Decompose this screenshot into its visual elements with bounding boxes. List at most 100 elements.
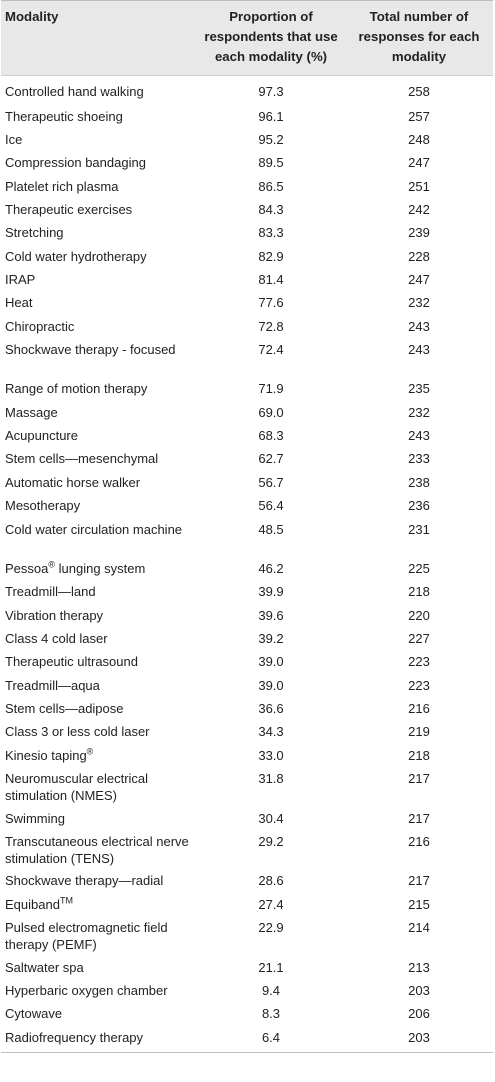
proportion-cell: 84.3	[258, 201, 284, 217]
modality-name: Hyperbaric oxygen chamber	[5, 982, 168, 998]
modality-name-cell: Class 4 cold laser	[1, 627, 197, 650]
header-proportion: Proportion of respondents that use each …	[197, 0, 345, 76]
table-row: Vibration therapy 39.6 220	[1, 604, 493, 627]
table-row: Acupuncture 68.3 243	[1, 424, 493, 447]
modality-name: Stem cells—adipose	[5, 701, 124, 717]
table-row: Platelet rich plasma 86.5 251	[1, 175, 493, 198]
table-row: Therapeutic shoeing 96.1 257	[1, 105, 493, 128]
modality-name: Treadmill—aqua	[5, 677, 100, 693]
table-row: Compression bandaging 89.5 247	[1, 151, 493, 174]
modality-name-cell: Controlled hand walking	[1, 76, 197, 105]
modality-name-cell: Therapeutic exercises	[1, 198, 197, 221]
table-row: IRAP 81.4 247	[1, 268, 493, 291]
total-responses-cell: 242	[408, 201, 430, 217]
modality-name: Automatic horse walker	[5, 474, 141, 490]
total-responses-cell: 243	[408, 341, 430, 357]
modality-name: Neuromuscular electrical stimulation (NM…	[5, 771, 149, 804]
total-responses-cell: 223	[408, 677, 430, 693]
modality-name-cell: Range of motion therapy	[1, 377, 197, 400]
total-responses-cell: 239	[408, 225, 430, 241]
modality-name-cell: Mesotherapy	[1, 494, 197, 517]
table-row: Neuromuscular electrical stimulation (NM…	[1, 767, 493, 807]
modality-name: Shockwave therapy - focused	[5, 341, 176, 357]
total-responses-cell: 228	[408, 248, 430, 264]
total-responses-cell: 217	[408, 873, 430, 889]
table-row: Class 4 cold laser 39.2 227	[1, 627, 493, 650]
proportion-cell: 62.7	[258, 451, 284, 467]
modality-name: Platelet rich plasma	[5, 178, 119, 194]
table-body: Controlled hand walking 97.3 258 Therapeuti…	[1, 76, 493, 1054]
modality-name-cell: Automatic horse walker	[1, 471, 197, 494]
modality-name-cell: Hyperbaric oxygen chamber	[1, 979, 197, 1002]
modality-name: Controlled hand walking	[5, 84, 144, 99]
proportion-cell: 36.6	[258, 701, 284, 717]
table-row: Therapeutic ultrasound 39.0 223	[1, 650, 493, 673]
modality-name-cell: Stem cells—mesenchymal	[1, 447, 197, 470]
modality-name: Swimming	[5, 810, 65, 826]
modality-name: Radiofrequency therapy	[5, 1029, 144, 1045]
modality-name: Cold water hydrotherapy	[5, 248, 147, 264]
table-row: Stem cells—mesenchymal 62.7 233	[1, 447, 493, 470]
modality-name: Therapeutic shoeing	[5, 108, 123, 124]
table-header: Modality Proportion of respondents that …	[1, 0, 493, 76]
total-responses-cell: 238	[408, 474, 430, 490]
proportion-cell: 33.0	[258, 747, 284, 763]
total-responses-cell: 203	[408, 982, 430, 998]
modality-name-cell: Cold water hydrotherapy	[1, 245, 197, 268]
modality-name: Range of motion therapy	[5, 381, 148, 397]
modality-name-cell: Chiropractic	[1, 315, 197, 338]
modality-name: Cytowave	[5, 1006, 63, 1022]
proportion-cell: 56.4	[258, 498, 284, 514]
proportion-cell: 46.2	[258, 561, 284, 576]
modality-name: Treadmill—land	[5, 584, 96, 600]
modality-name: Kinesio taping	[5, 747, 87, 763]
modality-name-cell: EquibandTM	[1, 893, 197, 916]
modality-table: Modality Proportion of respondents that …	[1, 0, 493, 1054]
table-row: Therapeutic exercises 84.3 242	[1, 198, 493, 221]
table-row: Hyperbaric oxygen chamber 9.4 203	[1, 979, 493, 1002]
modality-name-cell: Shockwave therapy - focused	[1, 338, 197, 378]
modality-name: Class 4 cold laser	[5, 631, 108, 647]
table-row: EquibandTM 27.4 215	[1, 893, 493, 916]
table-row: Cold water hydrotherapy 82.9 228	[1, 245, 493, 268]
total-responses-cell: 231	[408, 521, 430, 537]
proportion-cell: 6.4	[197, 1025, 345, 1054]
proportion-cell: 89.5	[258, 155, 284, 171]
modality-name: Equiband	[5, 896, 60, 912]
proportion-cell: 30.4	[258, 810, 284, 826]
total-responses-cell: 243	[408, 318, 430, 334]
total-responses-cell: 232	[408, 295, 430, 311]
proportion-cell: 31.8	[258, 771, 284, 787]
modality-name: Shockwave therapy—radial	[5, 873, 164, 889]
proportion-cell: 34.3	[258, 724, 284, 740]
table-row: Radiofrequency therapy 6.4 203	[1, 1025, 493, 1054]
total-responses-cell: 218	[408, 747, 430, 763]
total-responses-cell: 220	[408, 607, 430, 623]
table-row: Pessoa® lunging system 46.2 225	[1, 557, 493, 580]
modality-name-cell: Acupuncture	[1, 424, 197, 447]
total-responses-cell: 217	[408, 771, 430, 787]
modality-name-cell: Vibration therapy	[1, 604, 197, 627]
table-row: Cold water circulation machine 48.5 231	[1, 518, 493, 558]
modality-name-cell: Ice	[1, 128, 197, 151]
modality-name-cell: Heat	[1, 291, 197, 314]
modality-name-cell: Kinesio taping®	[1, 744, 197, 767]
total-responses-cell: 236	[408, 498, 430, 514]
header-modality: Modality	[1, 0, 197, 76]
table-row: Class 3 or less cold laser 34.3 219	[1, 720, 493, 743]
modality-name: Chiropractic	[5, 318, 75, 334]
proportion-cell: 27.4	[258, 896, 284, 912]
proportion-cell: 48.5	[258, 521, 284, 537]
modality-name-cell: Treadmill—land	[1, 580, 197, 603]
total-responses-cell: 206	[408, 1006, 430, 1022]
proportion-cell: 21.1	[258, 959, 284, 975]
proportion-cell: 77.6	[258, 295, 284, 311]
modality-name: Therapeutic ultrasound	[5, 654, 138, 670]
modality-name: IRAP	[5, 271, 36, 287]
table-row: Shockwave therapy—radial 28.6 217	[1, 869, 493, 892]
total-responses-cell: 216	[408, 701, 430, 717]
proportion-cell: 8.3	[261, 1006, 281, 1022]
proportion-cell: 81.4	[258, 271, 284, 287]
modality-name-cell: Cold water circulation machine	[1, 518, 197, 558]
modality-name-cell: Therapeutic shoeing	[1, 105, 197, 128]
